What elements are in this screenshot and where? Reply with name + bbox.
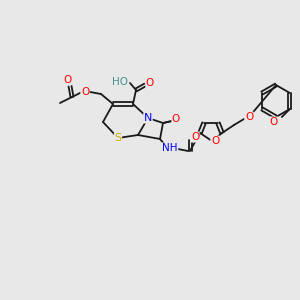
Text: O: O	[146, 78, 154, 88]
Text: O: O	[191, 132, 199, 142]
Text: HO: HO	[112, 77, 128, 87]
Text: O: O	[211, 136, 219, 146]
Text: O: O	[81, 87, 89, 97]
Text: N: N	[144, 113, 152, 123]
Text: O: O	[63, 75, 71, 85]
Text: O: O	[245, 112, 253, 122]
Text: O: O	[172, 114, 180, 124]
Text: S: S	[114, 133, 122, 143]
Text: NH: NH	[162, 143, 178, 153]
Text: O: O	[270, 117, 278, 127]
